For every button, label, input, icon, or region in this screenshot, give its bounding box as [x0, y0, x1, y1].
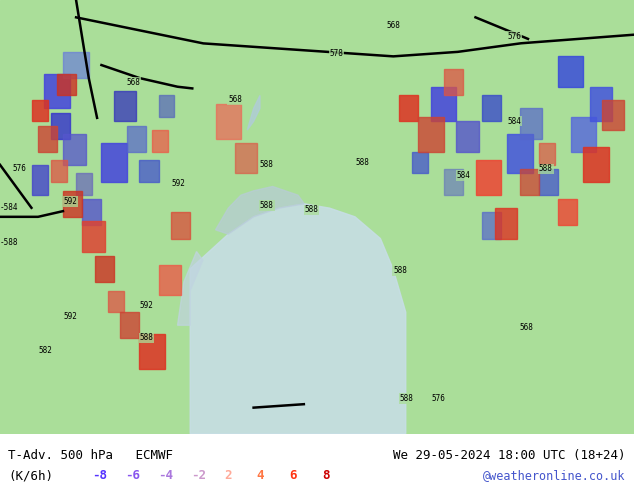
- Bar: [95, 256, 114, 282]
- Bar: [63, 52, 89, 78]
- Bar: [32, 100, 48, 122]
- Text: 568: 568: [127, 77, 141, 87]
- Polygon shape: [216, 187, 304, 234]
- Text: T-Adv. 500 hPa   ECMWF: T-Adv. 500 hPa ECMWF: [8, 449, 173, 463]
- Bar: [520, 108, 542, 139]
- Text: -588: -588: [0, 238, 18, 247]
- Bar: [520, 169, 539, 195]
- Bar: [152, 130, 168, 152]
- Text: -6: -6: [125, 469, 140, 483]
- Text: 584: 584: [507, 117, 521, 125]
- Text: 8: 8: [323, 469, 330, 483]
- Text: (K/6h): (K/6h): [8, 469, 53, 483]
- Text: 588: 588: [139, 333, 153, 343]
- Bar: [139, 160, 158, 182]
- Bar: [38, 126, 57, 152]
- Text: 592: 592: [63, 197, 77, 206]
- Text: 588: 588: [304, 205, 318, 215]
- Bar: [57, 74, 76, 96]
- Bar: [495, 208, 517, 239]
- Bar: [82, 221, 105, 251]
- Polygon shape: [190, 204, 406, 434]
- Text: -2: -2: [191, 469, 206, 483]
- Text: 576: 576: [431, 394, 445, 403]
- Text: 592: 592: [171, 179, 185, 189]
- Text: 568: 568: [228, 95, 242, 104]
- Bar: [158, 265, 181, 295]
- Bar: [127, 126, 146, 152]
- Text: 584: 584: [456, 171, 470, 180]
- Bar: [590, 87, 612, 122]
- Text: -8: -8: [92, 469, 107, 483]
- Text: 592: 592: [63, 312, 77, 321]
- Bar: [101, 143, 127, 182]
- Text: -4: -4: [158, 469, 173, 483]
- Text: 576: 576: [507, 32, 521, 41]
- Bar: [482, 96, 501, 122]
- Bar: [235, 143, 257, 173]
- Text: 568: 568: [387, 21, 401, 30]
- Text: 588: 588: [399, 394, 413, 403]
- Polygon shape: [178, 251, 203, 325]
- Bar: [216, 104, 241, 139]
- Bar: [171, 213, 190, 239]
- Text: 588: 588: [260, 160, 274, 169]
- Text: -584: -584: [0, 203, 18, 212]
- Bar: [44, 74, 70, 108]
- Text: 588: 588: [393, 266, 407, 275]
- Bar: [120, 312, 139, 338]
- Bar: [412, 152, 428, 173]
- Text: 4: 4: [257, 469, 264, 483]
- Bar: [32, 165, 48, 195]
- Bar: [51, 160, 67, 182]
- Text: We 29-05-2024 18:00 UTC (18+24): We 29-05-2024 18:00 UTC (18+24): [393, 449, 626, 463]
- Bar: [444, 70, 463, 96]
- Text: 6: 6: [290, 469, 297, 483]
- Bar: [158, 96, 174, 117]
- Bar: [558, 56, 583, 87]
- Polygon shape: [247, 96, 260, 130]
- Bar: [507, 134, 533, 173]
- Bar: [558, 199, 577, 225]
- Bar: [399, 96, 418, 122]
- Bar: [456, 122, 479, 152]
- Bar: [571, 117, 596, 152]
- Bar: [444, 169, 463, 195]
- Bar: [539, 143, 555, 165]
- Text: 2: 2: [224, 469, 231, 483]
- Text: 578: 578: [330, 49, 344, 58]
- Bar: [476, 160, 501, 195]
- Bar: [431, 87, 456, 122]
- Bar: [63, 191, 82, 217]
- Bar: [139, 334, 165, 368]
- Text: 592: 592: [139, 301, 153, 310]
- Bar: [51, 113, 70, 139]
- Bar: [602, 100, 624, 130]
- Bar: [539, 169, 558, 195]
- Bar: [418, 117, 444, 152]
- Text: @weatheronline.co.uk: @weatheronline.co.uk: [483, 469, 626, 483]
- Bar: [482, 213, 501, 239]
- Text: 588: 588: [260, 201, 274, 210]
- Text: 588: 588: [539, 164, 553, 173]
- Bar: [82, 199, 101, 225]
- Bar: [76, 173, 92, 195]
- Text: 568: 568: [520, 322, 534, 332]
- Bar: [108, 291, 124, 312]
- Bar: [63, 134, 86, 165]
- Bar: [114, 91, 136, 122]
- Text: 582: 582: [38, 346, 52, 355]
- Bar: [583, 147, 609, 182]
- Text: 576: 576: [13, 164, 27, 173]
- Text: 588: 588: [355, 158, 369, 167]
